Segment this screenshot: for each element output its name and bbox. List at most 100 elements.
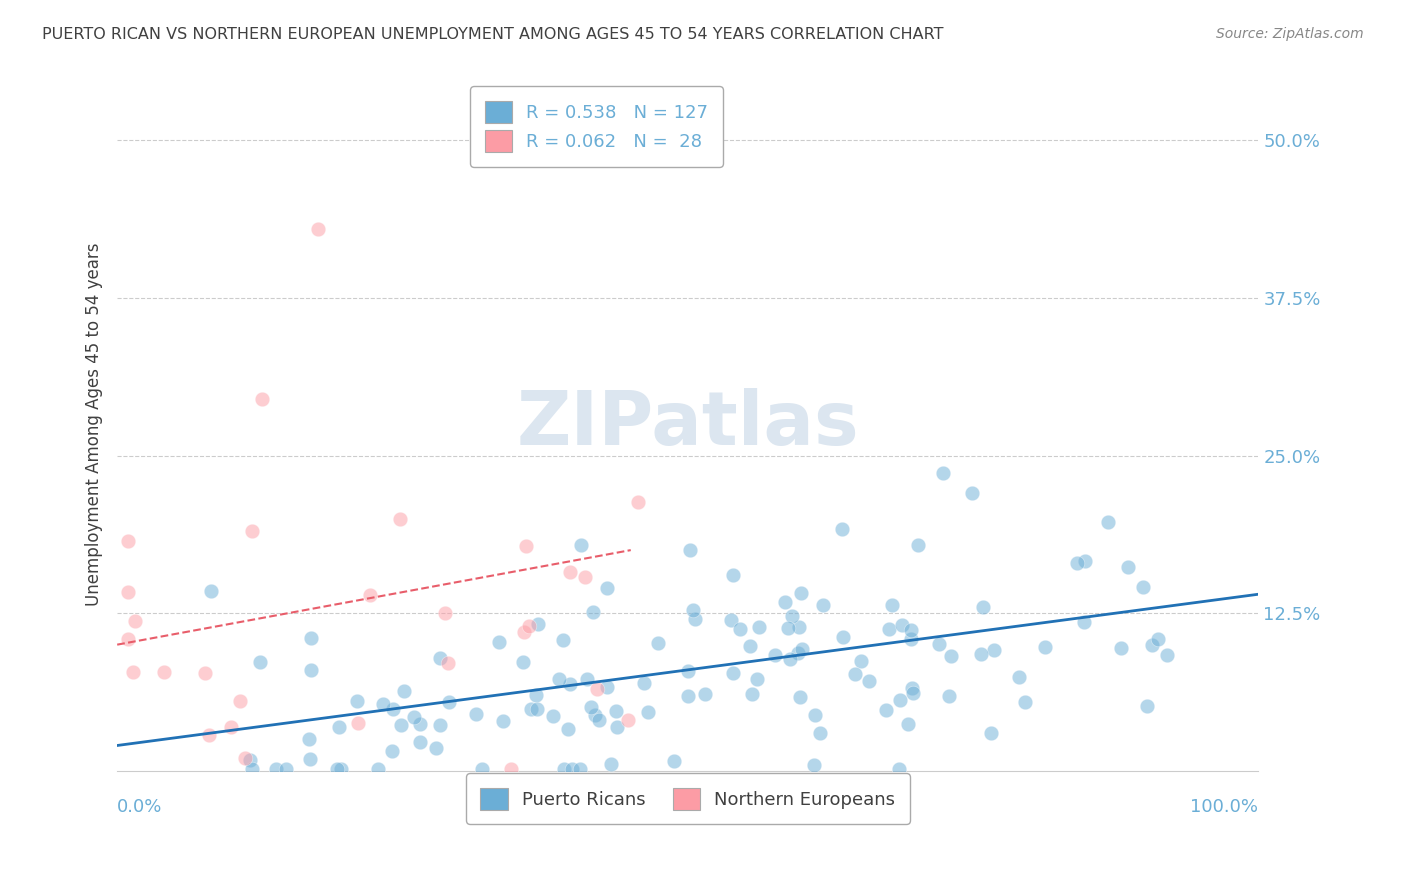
Point — [811, 599, 834, 613]
Point — [541, 708, 564, 723]
Point — [662, 754, 685, 768]
Point — [524, 688, 547, 702]
Point — [901, 681, 924, 695]
Point — [471, 763, 494, 777]
Point — [787, 620, 810, 634]
Point — [780, 609, 803, 624]
Point — [1147, 632, 1170, 647]
Point — [682, 603, 704, 617]
Point — [551, 632, 574, 647]
Point — [238, 753, 260, 767]
Point — [617, 713, 640, 727]
Point — [897, 717, 920, 731]
Point — [695, 687, 717, 701]
Point — [409, 717, 432, 731]
Point — [1008, 670, 1031, 684]
Point — [804, 708, 827, 723]
Point — [436, 657, 458, 671]
Point — [605, 704, 627, 718]
Point — [359, 588, 381, 602]
Point — [928, 637, 950, 651]
Point — [429, 718, 451, 732]
Point — [520, 701, 543, 715]
Point — [972, 600, 994, 615]
Point — [250, 392, 273, 406]
Point — [437, 695, 460, 709]
Point — [330, 763, 353, 777]
Point — [745, 672, 768, 686]
Point — [1097, 515, 1119, 529]
Point — [194, 665, 217, 680]
Point — [117, 584, 139, 599]
Point — [1014, 695, 1036, 709]
Point — [637, 705, 659, 719]
Point — [582, 605, 605, 619]
Point — [228, 694, 250, 708]
Point — [1156, 648, 1178, 662]
Point — [233, 750, 256, 764]
Point — [606, 720, 628, 734]
Point — [633, 675, 655, 690]
Point — [676, 689, 699, 703]
Point — [1116, 560, 1139, 574]
Point — [779, 652, 801, 666]
Point — [382, 702, 405, 716]
Point — [851, 654, 873, 668]
Point — [402, 710, 425, 724]
Point — [858, 673, 880, 688]
Point — [647, 636, 669, 650]
Point — [328, 720, 350, 734]
Point — [1140, 638, 1163, 652]
Point — [561, 763, 583, 777]
Text: ZIPatlas: ZIPatlas — [516, 387, 859, 460]
Point — [875, 703, 897, 717]
Point — [831, 630, 853, 644]
Point — [221, 720, 243, 734]
Point — [276, 763, 298, 777]
Point — [574, 570, 596, 584]
Point — [425, 741, 447, 756]
Point — [877, 623, 900, 637]
Point — [117, 534, 139, 549]
Point — [512, 655, 534, 669]
Text: Source: ZipAtlas.com: Source: ZipAtlas.com — [1216, 27, 1364, 41]
Point — [1136, 699, 1159, 714]
Point — [553, 763, 575, 777]
Point — [548, 673, 571, 687]
Point — [346, 694, 368, 708]
Point — [938, 689, 960, 703]
Point — [560, 677, 582, 691]
Point — [394, 684, 416, 698]
Point — [249, 655, 271, 669]
Y-axis label: Unemployment Among Ages 45 to 54 years: Unemployment Among Ages 45 to 54 years — [86, 243, 103, 606]
Point — [299, 631, 322, 645]
Point — [741, 687, 763, 701]
Point — [763, 648, 786, 662]
Point — [1066, 556, 1088, 570]
Point — [889, 693, 911, 707]
Point — [264, 763, 287, 777]
Point — [728, 622, 751, 636]
Point — [569, 538, 592, 552]
Point — [389, 718, 412, 732]
Point — [721, 567, 744, 582]
Point — [576, 672, 599, 686]
Point — [517, 618, 540, 632]
Point — [153, 665, 176, 680]
Point — [326, 763, 349, 777]
Point — [792, 642, 814, 657]
Point — [429, 650, 451, 665]
Point — [627, 494, 650, 508]
Point — [969, 647, 991, 661]
Point — [939, 649, 962, 664]
Point — [388, 511, 411, 525]
Point — [773, 595, 796, 609]
Point — [1132, 580, 1154, 594]
Point — [380, 744, 402, 758]
Point — [844, 667, 866, 681]
Point — [298, 752, 321, 766]
Point — [907, 538, 929, 552]
Point — [880, 598, 903, 612]
Point — [121, 665, 143, 679]
Point — [887, 763, 910, 777]
